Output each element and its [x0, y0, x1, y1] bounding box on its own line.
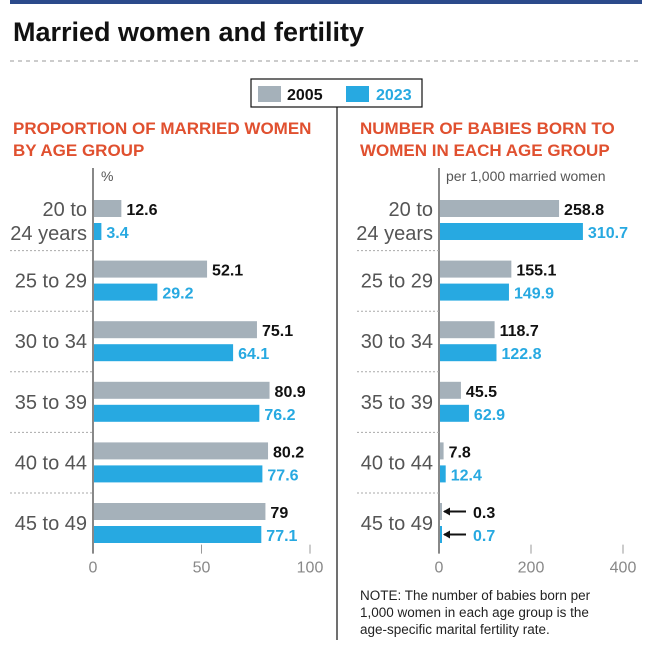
right-category-label: 25 to 29: [361, 271, 433, 293]
left-x-tick-label: 0: [89, 560, 98, 577]
legend-swatch-2005: [258, 86, 281, 102]
left-bar-2005: [94, 442, 269, 460]
right-bar-2005: [440, 321, 495, 339]
left-category-label: 30 to 34: [15, 331, 87, 353]
left-chart-title-line1: PROPORTION OF MARRIED WOMEN: [13, 119, 311, 138]
left-unit-label: %: [101, 168, 113, 184]
right-category-label: 45 to 49: [361, 513, 433, 535]
left-category-label: 40 to 44: [15, 452, 87, 474]
right-bar-2005: [440, 381, 461, 399]
right-value-label-2005: 0.3: [473, 505, 495, 522]
right-value-label-2005: 7.8: [449, 444, 471, 461]
left-value-label-2005: 79: [270, 505, 288, 522]
right-chart-title-line2: WOMEN IN EACH AGE GROUP: [360, 141, 610, 160]
right-bar-2005: [440, 442, 444, 460]
left-value-label-2005: 75.1: [262, 323, 293, 340]
right-chart-title-line1: NUMBER OF BABIES BORN TO: [360, 119, 615, 138]
left-value-label-2023: 3.4: [106, 225, 128, 242]
right-value-label-2023: 62.9: [474, 407, 505, 424]
right-bar-2005: [440, 200, 560, 217]
right-value-label-2023: 310.7: [588, 225, 628, 242]
left-value-label-2023: 77.1: [266, 528, 297, 545]
left-category-label: 35 to 39: [15, 392, 87, 414]
left-bar-2005: [94, 381, 270, 399]
left-x-tick-label: 50: [193, 560, 211, 577]
left-bar-2023: [94, 344, 234, 362]
right-value-label-2023: 0.7: [473, 528, 495, 545]
left-value-label-2005: 52.1: [212, 263, 243, 280]
right-bar-2023: [440, 223, 583, 240]
right-category-label: 24 years: [356, 223, 433, 245]
right-value-label-2023: 149.9: [514, 286, 554, 303]
left-bar-2005: [94, 260, 208, 278]
right-value-label-2005: 155.1: [516, 263, 556, 280]
legend-swatch-2023: [346, 86, 369, 102]
right-x-tick-label: 0: [435, 560, 444, 577]
right-value-label-2023: 122.8: [501, 346, 541, 363]
left-value-label-2023: 77.6: [267, 467, 298, 484]
legend: 2005 2023: [250, 78, 423, 108]
left-category-label: 20 to: [43, 199, 87, 221]
left-value-label-2023: 64.1: [238, 346, 269, 363]
figure-title: Married women and fertility: [13, 17, 364, 47]
left-chart-title-line2: BY AGE GROUP: [13, 141, 144, 160]
note-line-1: NOTE: The number of babies born per: [360, 588, 591, 603]
arrowhead-icon: [443, 530, 450, 539]
right-unit-label: per 1,000 married women: [446, 168, 606, 184]
left-value-label-2005: 12.6: [126, 202, 157, 219]
right-bar-2005: [440, 260, 512, 278]
right-bar-2023: [440, 465, 446, 483]
right-x-tick-label: 400: [610, 560, 637, 577]
left-bar-2005: [94, 200, 122, 217]
right-bar-2023: [440, 526, 442, 543]
right-category-label: 30 to 34: [361, 331, 433, 353]
left-bar-2023: [94, 223, 102, 240]
right-value-label-2005: 45.5: [466, 384, 497, 401]
left-category-label: 45 to 49: [15, 513, 87, 535]
left-category-label: 25 to 29: [15, 271, 87, 293]
legend-label-2005: 2005: [287, 87, 323, 104]
right-bar-2005: [440, 503, 442, 520]
left-bar-2023: [94, 283, 158, 301]
right-value-label-2005: 118.7: [500, 323, 539, 340]
left-value-label-2023: 29.2: [162, 286, 193, 303]
right-category-label: 35 to 39: [361, 392, 433, 414]
arrowhead-icon: [443, 507, 450, 516]
right-bar-2023: [440, 344, 497, 362]
left-bar-2023: [94, 404, 260, 422]
right-category-label: 20 to: [389, 199, 433, 221]
left-category-label: 24 years: [10, 223, 87, 245]
right-x-tick-label: 200: [518, 560, 545, 577]
left-bar-2023: [94, 465, 263, 483]
left-bar-2005: [94, 503, 266, 520]
right-category-label: 40 to 44: [361, 452, 433, 474]
note-line-3: age-specific marital fertility rate.: [360, 622, 550, 637]
right-value-label-2023: 12.4: [451, 467, 482, 484]
left-value-label-2005: 80.9: [275, 384, 306, 401]
right-bar-2023: [440, 283, 509, 301]
legend-label-2023: 2023: [376, 87, 412, 104]
left-bar-2005: [94, 321, 257, 339]
top-rule: [10, 0, 642, 4]
left-bar-2023: [94, 526, 262, 543]
note-line-2: 1,000 women in each age group is the: [360, 605, 589, 620]
right-value-label-2005: 258.8: [564, 202, 604, 219]
right-bar-2023: [440, 404, 469, 422]
left-value-label-2005: 80.2: [273, 444, 304, 461]
left-value-label-2023: 76.2: [264, 407, 295, 424]
left-x-tick-label: 100: [297, 560, 324, 577]
